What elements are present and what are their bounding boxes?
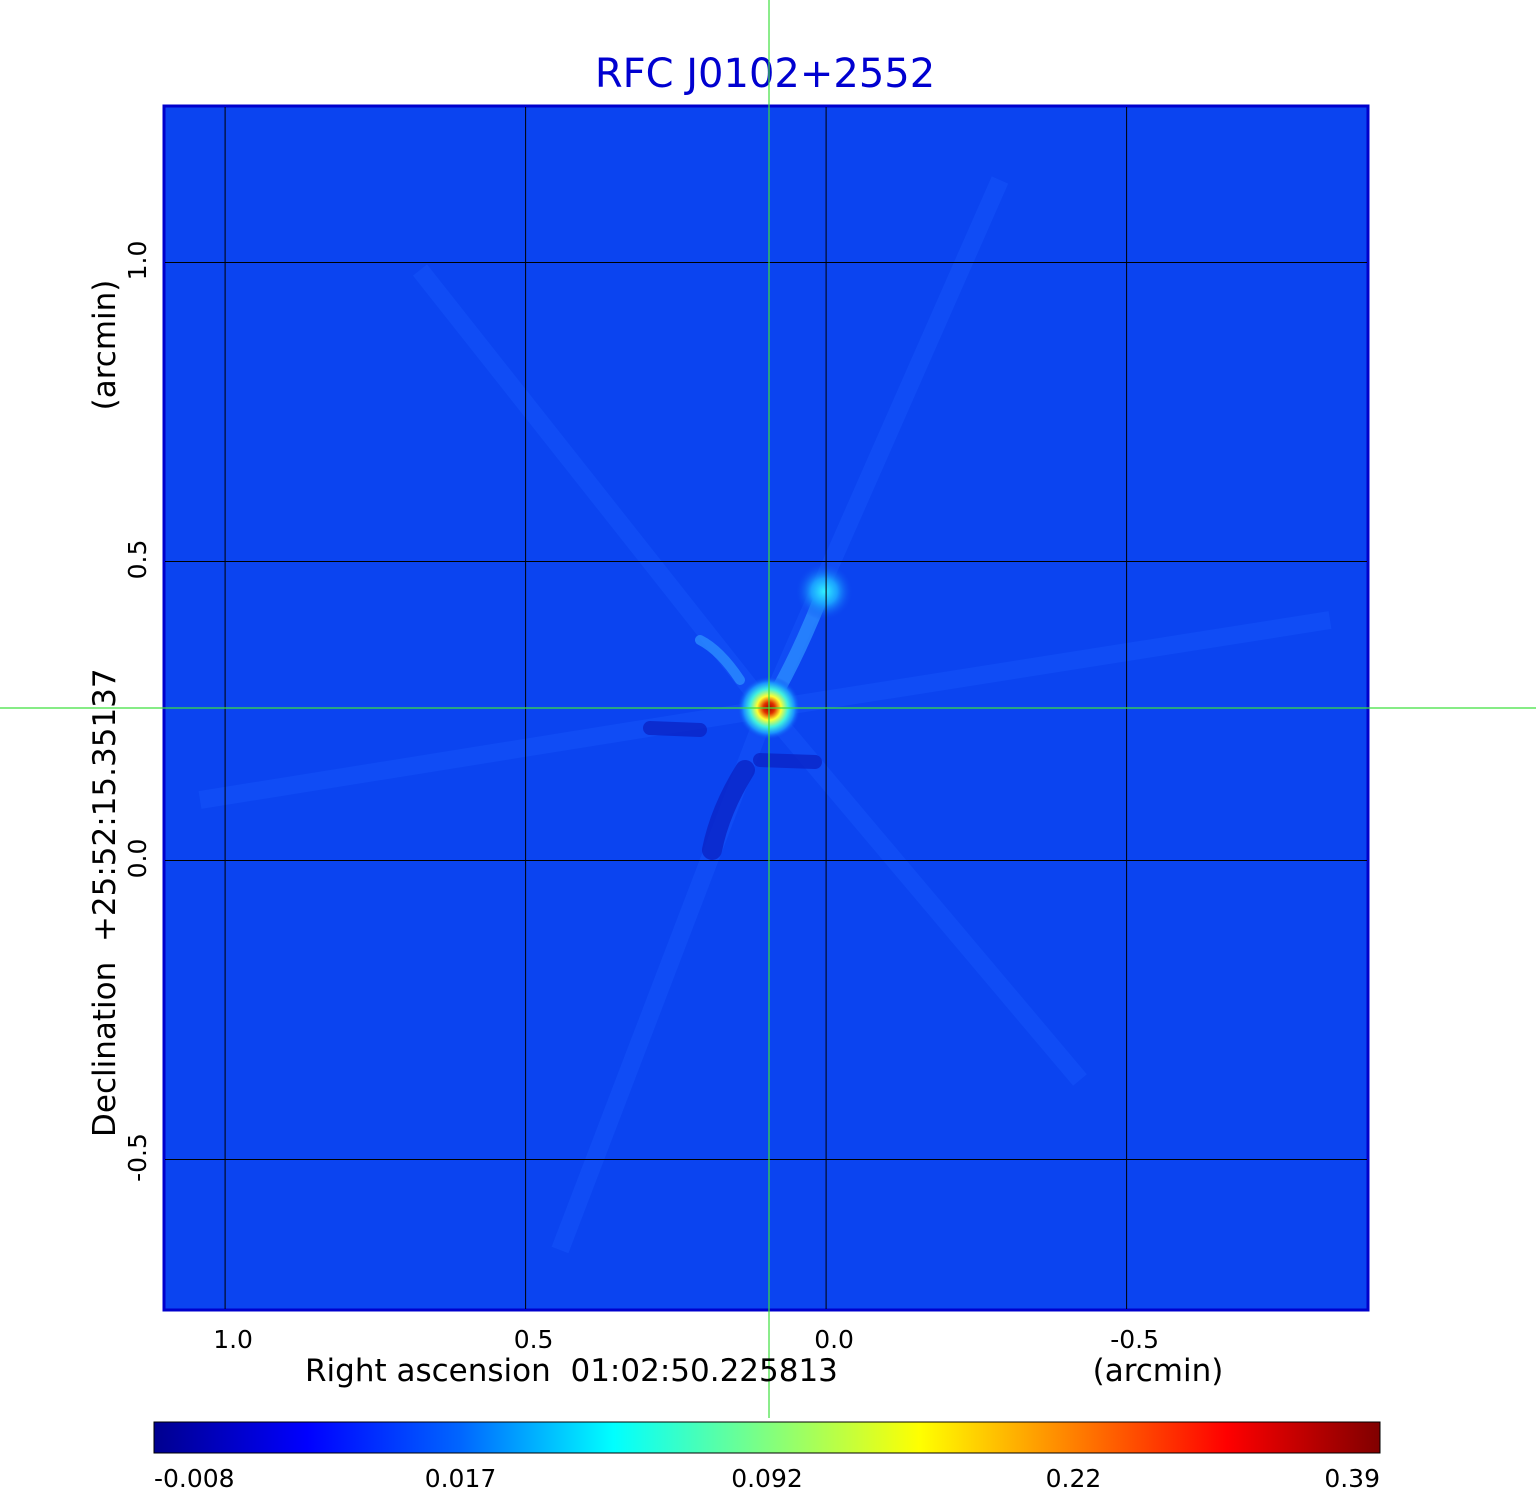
y-tick-label: 1.0	[123, 241, 152, 281]
colorbar-tick-label: 0.22	[1046, 1464, 1102, 1493]
x-tick-label: 1.0	[213, 1325, 253, 1354]
colorbar-tick-label: -0.008	[154, 1464, 235, 1493]
y-tick-label: 0.5	[123, 540, 152, 580]
x-axis-unit: (arcmin)	[1093, 1353, 1224, 1389]
x-tick-label: -0.5	[1110, 1325, 1159, 1354]
crosshair	[0, 0, 1536, 1418]
y-axis-label: Declination +25:52:15.35137	[87, 668, 123, 1137]
y-tick-label: -0.5	[123, 1133, 152, 1182]
y-axis-unit: (arcmin)	[87, 280, 123, 411]
source-component	[795, 562, 854, 621]
axis-ticks: 1.0 0.5 0.0 -0.5 1.0 0.5 0.0 -0.5	[123, 241, 1159, 1354]
colorbar-tick-label: 0.39	[1324, 1464, 1380, 1493]
colorbar-ticks: -0.008 0.017 0.092 0.22 0.39	[154, 1464, 1380, 1493]
colorbar-tick-label: 0.017	[425, 1464, 497, 1493]
x-tick-label: 0.5	[514, 1325, 554, 1354]
colorbar-gradient	[153, 1421, 1381, 1454]
chart-title: RFC J0102+2552	[595, 51, 935, 97]
x-tick-label: 0.0	[814, 1325, 854, 1354]
y-tick-label: 0.0	[123, 839, 152, 879]
colorbar-tick-label: 0.092	[731, 1464, 803, 1493]
x-axis-label: Right ascension 01:02:50.225813	[305, 1353, 838, 1389]
colorbar: -0.008 0.017 0.092 0.22 0.39	[153, 1421, 1381, 1493]
